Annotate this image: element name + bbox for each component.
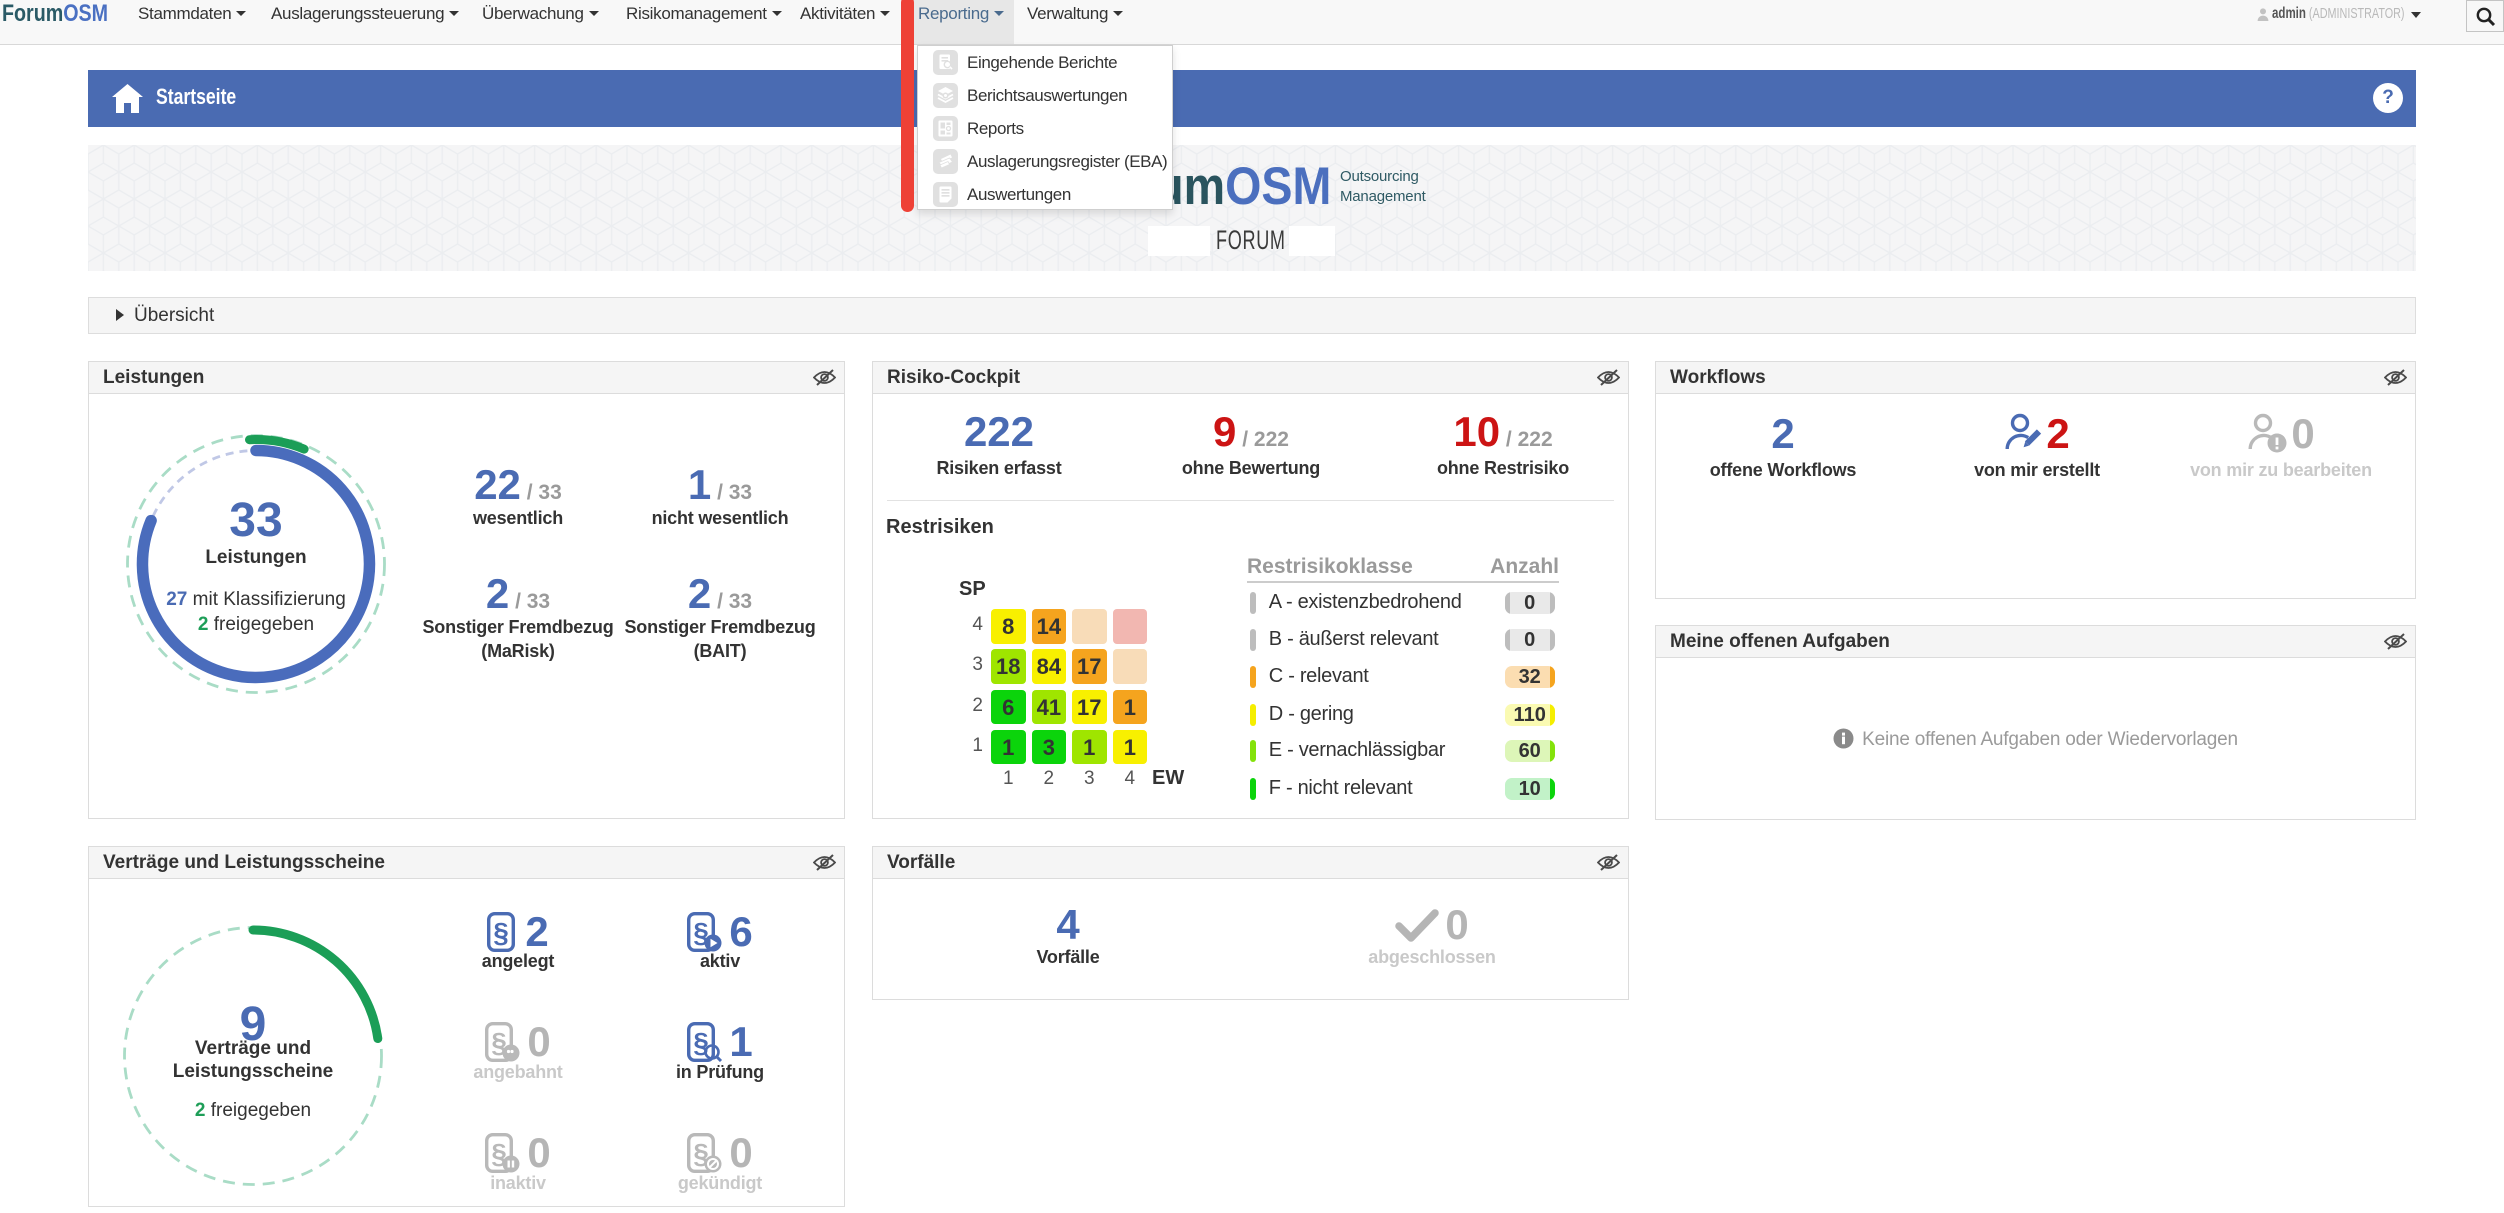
svg-text:§: § — [694, 917, 710, 948]
svg-text:§: § — [694, 1138, 710, 1169]
svg-text:§: § — [494, 917, 510, 948]
svg-text:§: § — [492, 1027, 508, 1058]
svg-text:§: § — [492, 1138, 508, 1169]
